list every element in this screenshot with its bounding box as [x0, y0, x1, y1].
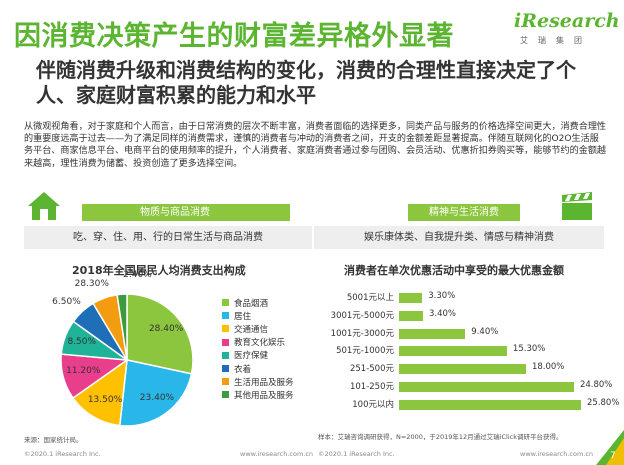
- pie-data-label: 23.40%: [139, 392, 175, 403]
- pie-slice: [72, 302, 128, 361]
- bar-row: 101-250元 24.80%: [318, 379, 612, 395]
- footer-url-right: www.iresearch.com.cn: [520, 450, 594, 458]
- bar-value-label: 18.00%: [531, 362, 565, 373]
- section-left-desc: 吃、穿、住、用、行的日常生活与商品消费: [24, 226, 312, 249]
- bar-value-label: 3.40%: [428, 308, 456, 319]
- legend-item: 衣着: [222, 362, 294, 375]
- pie-data-label: 8.50%: [67, 337, 97, 348]
- footer-copyright-right: ©2020.1 iResearch Inc.: [318, 450, 395, 458]
- bar-row: 3001元-5000元 3.40%: [318, 308, 608, 324]
- bar-source-note: 样本：艾瑞咨询调研获得，N=2000，于2019年12月通过艾瑞iClick调研…: [318, 433, 563, 441]
- body-paragraph: 从微观视角看，对于家庭和个人而言，由于日常消费的层次不断丰富，消费者面临的选择更…: [24, 122, 607, 169]
- bar-value-label: 3.30%: [428, 291, 456, 301]
- legend-swatch: [222, 338, 229, 346]
- section-right-desc: 娱乐康体类、自我提升类、情感与精神消费: [314, 226, 604, 249]
- legend-label: 教育文化娱乐: [234, 338, 286, 349]
- bar-row: 100元以内 25.80%: [318, 397, 619, 413]
- legend-item: 医疗保健: [222, 349, 294, 362]
- bar: [399, 399, 581, 410]
- pie-slice: [92, 293, 128, 361]
- pie-data-label: 28.40%: [148, 324, 184, 335]
- logo-sub: 艾瑞集团: [520, 36, 592, 45]
- pie-data-label: 28.30%: [74, 278, 109, 289]
- pie-slice: [116, 293, 128, 361]
- bar-value-label: 9.40%: [471, 326, 499, 337]
- legend-swatch: [222, 325, 229, 333]
- legend-swatch: [222, 299, 229, 307]
- legend-swatch: [222, 312, 229, 320]
- legend-swatch: [222, 378, 229, 386]
- page-corner: [596, 430, 624, 465]
- pie-legend: 食品烟酒居住交通通信教育文化娱乐 医疗保健衣着生活用品及服务 其他用品及服务: [222, 296, 294, 402]
- bar: [399, 346, 507, 357]
- house-icon: [26, 190, 62, 222]
- logo-brand: iResearch: [514, 10, 620, 32]
- bar-row: 501元-1000元 15.30%: [318, 343, 608, 359]
- bar-category-label: 5001元以上: [346, 293, 394, 303]
- pie-data-label: 6.50%: [52, 296, 81, 307]
- footer-url-left: www.iresearch.com.cn: [240, 450, 314, 458]
- legend-item: 食品烟酒: [222, 296, 294, 309]
- bar-value-label: 15.30%: [512, 344, 546, 355]
- pie-data-label: 2.40%: [123, 270, 152, 281]
- pie-data-label: 11.20%: [66, 366, 101, 377]
- legend-item: 其他用品及服务: [222, 388, 294, 401]
- bar-row: 1001元-3000元 9.40%: [318, 326, 608, 342]
- clapperboard-icon: [560, 192, 594, 222]
- bar-category-label: 3001元-5000元: [330, 310, 394, 321]
- page-title: 因消费决策产生的财富差异格外显著: [14, 21, 454, 52]
- legend-item: 居住: [222, 309, 294, 322]
- section-right-label: 精神与生活消费: [408, 204, 520, 221]
- bar: [399, 293, 423, 303]
- bar: [399, 364, 526, 375]
- pie-data-label: 13.50%: [87, 394, 123, 405]
- bar-category-label: 101-250元: [349, 382, 394, 392]
- footer-copyright-left: ©2020.1 iResearch Inc.: [24, 450, 101, 458]
- legend-swatch: [222, 391, 229, 399]
- legend-item: 教育文化娱乐: [222, 336, 294, 349]
- bar-category-label: 100元以内: [352, 399, 394, 410]
- bar-row: 5001元以上 3.30%: [318, 290, 608, 306]
- bar-value-label: 25.80%: [587, 397, 620, 408]
- bar-value-label: 24.80%: [579, 380, 613, 390]
- bar-category-label: 501元-1000元: [336, 346, 394, 357]
- legend-label: 衣着: [234, 364, 252, 375]
- legend-swatch: [222, 351, 229, 359]
- bar-chart-title: 消费者在单次优惠活动中享受的最大优惠金额: [344, 264, 564, 277]
- legend-item: 生活用品及服务: [222, 375, 294, 388]
- bar-row: 251-500元 18.00%: [318, 361, 608, 377]
- pie-chart-title: 2018年全国居民人均消费支出构成: [72, 264, 246, 277]
- legend-label: 交通通信: [234, 324, 269, 335]
- bar-category-label: 1001元-3000元: [330, 328, 394, 339]
- legend-label: 其他用品及服务: [234, 390, 294, 401]
- pie-source-note: 来源：国家统计局。: [24, 436, 83, 444]
- bar: [399, 382, 574, 392]
- legend-label: 生活用品及服务: [234, 377, 294, 388]
- bar: [399, 310, 423, 321]
- section-left-label: 物质与商品消费: [82, 204, 268, 221]
- legend-label: 居住: [234, 311, 252, 322]
- bar-category-label: 251-500元: [349, 364, 394, 375]
- legend-item: 交通通信: [222, 322, 294, 335]
- page-number: 7: [610, 451, 616, 461]
- page-subtitle: 伴随消费升级和消费结构的变化，消费的合理性直接决定了个人、家庭财富积累的能力和水…: [36, 58, 576, 107]
- legend-swatch: [222, 365, 229, 373]
- bar-chart: 5001元以上 3.30% 3001元-5000元 3.40% 1001元-3000元 9…: [318, 282, 619, 422]
- legend-label: 医疗保健: [234, 351, 269, 362]
- bar: [399, 328, 466, 339]
- legend-label: 食品烟酒: [234, 298, 269, 309]
- iresearch-logo: iResearch 艾瑞集团: [510, 8, 620, 54]
